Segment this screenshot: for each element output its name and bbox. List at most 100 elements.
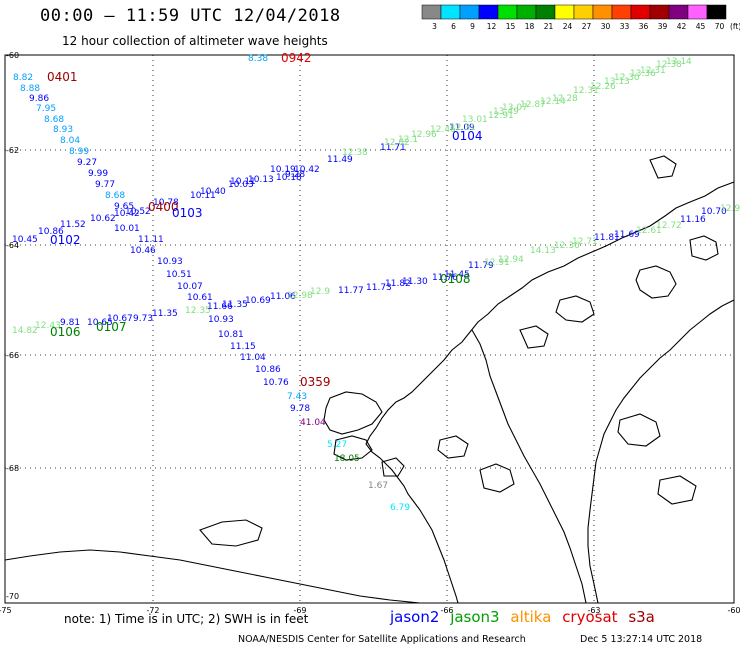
lon-label: -60 [727, 606, 740, 615]
wave-observation: 8.68 [105, 191, 125, 201]
wave-observation: 12.36 [554, 241, 580, 251]
legend-swatch-12 [478, 4, 499, 20]
coastline-shelf-4 [617, 413, 661, 447]
legend-label-18: 18 [525, 22, 535, 31]
wave-observation: 13.07 [502, 103, 528, 113]
wave-observation: 10.67 [107, 314, 133, 324]
pass-time-label: 0359 [300, 375, 331, 389]
wave-observation: 13.13 [604, 77, 630, 87]
wave-observation: 12.71 [572, 237, 598, 247]
coastline-island-5 [333, 435, 373, 461]
wave-observation: 11.82 [385, 279, 411, 289]
wave-observation: 8.93 [53, 125, 73, 135]
wave-observation: 10.18 [276, 173, 302, 183]
wave-observation: 10.52 [125, 207, 151, 217]
wave-observation: 13.14 [666, 57, 692, 67]
wave-observation: 9.28 [285, 170, 305, 180]
wave-observation: 10.42 [294, 165, 320, 175]
footer-note: note: 1) Time is in UTC; 2) SWH is in fe… [64, 612, 309, 626]
wave-observation: 12.72 [656, 221, 682, 231]
wave-observation: 12.9 [310, 287, 330, 297]
pass-time-label: 0107 [96, 320, 127, 334]
coastline-east [587, 299, 735, 604]
wave-observation: 10.93 [208, 315, 234, 325]
wave-observation: 12.35 [185, 306, 211, 316]
wave-observation: 11.73 [366, 283, 392, 293]
wave-observation: 12.28 [552, 94, 578, 104]
wave-observation: 11.69 [614, 230, 640, 240]
wave-observation: 12.31 [640, 66, 666, 76]
coastline-shelf-2 [649, 155, 677, 179]
lon-label: -75 [0, 606, 12, 615]
lon-label: -69 [293, 606, 306, 615]
legend-label-6: 6 [451, 22, 456, 31]
map-border [4, 54, 735, 604]
lat-label: -70 [6, 592, 19, 601]
lon-label: -63 [587, 606, 600, 615]
wave-observation: 10.81 [218, 330, 244, 340]
lat-label: -60 [6, 51, 19, 60]
legend-label-30: 30 [601, 22, 611, 31]
wave-observation: 12.26 [590, 82, 616, 92]
pass-time-label: 0400 [148, 200, 179, 214]
legend-swatch-33 [611, 4, 632, 20]
wave-observation: 12.38 [342, 148, 368, 158]
wave-observation: 14.82 [12, 326, 38, 336]
wave-observation: 10.78 [153, 198, 179, 208]
legend-swatch-15 [497, 4, 518, 20]
wave-observation: 10.42 [114, 209, 140, 219]
wave-observation: 11.77 [338, 286, 364, 296]
wave-observation: 11.06 [270, 292, 296, 302]
wave-observation: 8.82 [13, 73, 33, 83]
wave-observation: 11.16 [680, 215, 706, 225]
wave-observation: 10.45 [12, 235, 38, 245]
wave-observation: 11.11 [138, 235, 164, 245]
footer-timestamp: Dec 5 13:27:14 UTC 2018 [580, 634, 703, 645]
coastline-island-1 [635, 265, 677, 299]
wave-observation: 7.95 [36, 104, 56, 114]
wave-observation: 13.01 [462, 115, 488, 125]
legend-swatch-70 [706, 4, 727, 20]
wave-observation: 10.46 [130, 246, 156, 256]
legend-label-9: 9 [470, 22, 475, 31]
wave-observation: 12.31 [573, 86, 599, 96]
graticule: -60 -62 -64 -66 -68 -70 -75 -72 -69 -66 -63 -60 [0, 51, 740, 615]
legend-label-45: 45 [696, 22, 706, 31]
legend-swatch-45 [687, 4, 708, 20]
coastline-mainland [365, 181, 735, 604]
wave-observation: 12.91 [488, 111, 514, 121]
legend-label-3: 3 [432, 22, 437, 31]
legend-label-27: 27 [582, 22, 592, 31]
map-title: 00:00 – 11:59 UTC 12/04/2018 [40, 6, 341, 26]
coastline-inner [471, 329, 587, 604]
wave-observation: 10.76 [263, 378, 289, 388]
wave-observation: 9.81 [60, 318, 80, 328]
wave-observation: 12.14 [540, 97, 566, 107]
wave-observation: 10.69 [245, 296, 271, 306]
wave-observation: 12.46 [430, 125, 456, 135]
legend-unit: (ft) [730, 22, 740, 31]
wave-observation: 8.68 [44, 115, 64, 125]
pass-time-label: 0942 [281, 51, 312, 65]
pass-time-label: 0104 [452, 129, 483, 143]
wave-observation: 10.03 [228, 180, 254, 190]
wave-observation: 5.27 [327, 440, 347, 450]
pass-time-label: 0106 [50, 325, 81, 339]
coastline-shelf-3 [519, 325, 549, 349]
wave-observation: 11.79 [468, 261, 494, 271]
satellite-jason2: jason2 [390, 608, 440, 626]
wave-observation: 10.07 [177, 282, 203, 292]
wave-observation: 13.36 [630, 69, 656, 79]
satellite-legend: jason2 jason3 altika cryosat s3a [390, 608, 661, 626]
lon-label: -72 [146, 606, 159, 615]
satellite-cryosat: cryosat [562, 608, 618, 626]
wave-observation: 18.05 [334, 454, 360, 464]
wave-observation: 10.01 [114, 224, 140, 234]
coastline-shelf-6 [479, 463, 515, 493]
wave-observation: 10.65 [87, 318, 113, 328]
legend-swatch-9 [459, 4, 480, 20]
wave-observation: 11.35 [222, 300, 248, 310]
wave-observation: 11.71 [380, 143, 406, 153]
wave-observation: 11.81 [594, 233, 620, 243]
wave-observation: 12.31 [450, 123, 476, 133]
